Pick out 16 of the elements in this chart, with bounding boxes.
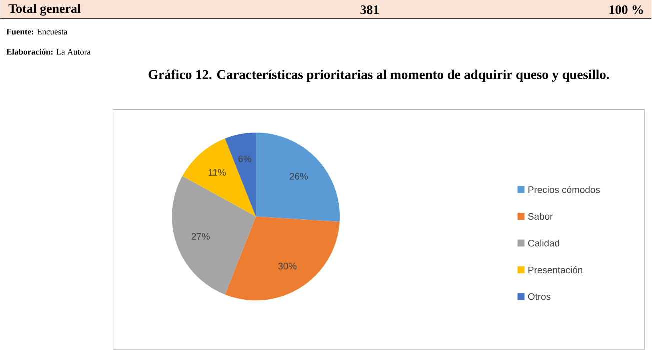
data-label: 30% — [278, 263, 297, 270]
legend-label: Sabor — [528, 213, 554, 220]
legend-label: Precios cómodos — [528, 186, 600, 194]
data-label: 27% — [192, 233, 210, 240]
data-label: 26% — [290, 173, 308, 180]
text: Elaboración: La Autora — [6, 48, 91, 55]
legend-label: Presentación — [528, 266, 583, 274]
text: 100 % — [610, 6, 644, 14]
chart-title: Gráfico 12. Características prioritarias al momento de adquirir queso y quesillo. — [148, 70, 610, 82]
text: 381 — [360, 6, 379, 14]
legend-label: Calidad — [528, 240, 560, 247]
text: Total general — [8, 4, 81, 16]
data-label: 11% — [208, 169, 226, 176]
legend-label: Otros — [528, 294, 551, 300]
data-label: 6% — [238, 156, 252, 162]
text: Fuente: Encuesta — [6, 29, 68, 35]
